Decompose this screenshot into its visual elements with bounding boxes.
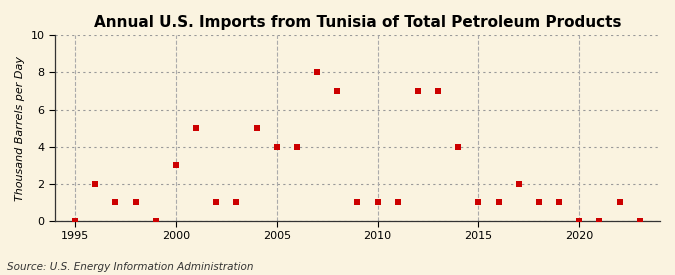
Point	[352, 200, 363, 205]
Point	[312, 70, 323, 75]
Text: Source: U.S. Energy Information Administration: Source: U.S. Energy Information Administ…	[7, 262, 253, 272]
Point	[171, 163, 182, 167]
Point	[392, 200, 403, 205]
Point	[130, 200, 141, 205]
Y-axis label: Thousand Barrels per Day: Thousand Barrels per Day	[15, 56, 25, 201]
Point	[514, 182, 524, 186]
Point	[271, 145, 282, 149]
Point	[292, 145, 302, 149]
Point	[211, 200, 221, 205]
Point	[70, 219, 80, 223]
Point	[251, 126, 262, 130]
Point	[332, 89, 343, 93]
Point	[372, 200, 383, 205]
Point	[594, 219, 605, 223]
Point	[574, 219, 585, 223]
Point	[534, 200, 545, 205]
Point	[473, 200, 484, 205]
Point	[90, 182, 101, 186]
Point	[634, 219, 645, 223]
Title: Annual U.S. Imports from Tunisia of Total Petroleum Products: Annual U.S. Imports from Tunisia of Tota…	[94, 15, 621, 30]
Point	[110, 200, 121, 205]
Point	[231, 200, 242, 205]
Point	[433, 89, 443, 93]
Point	[151, 219, 161, 223]
Point	[191, 126, 202, 130]
Point	[554, 200, 564, 205]
Point	[412, 89, 423, 93]
Point	[453, 145, 464, 149]
Point	[614, 200, 625, 205]
Point	[493, 200, 504, 205]
